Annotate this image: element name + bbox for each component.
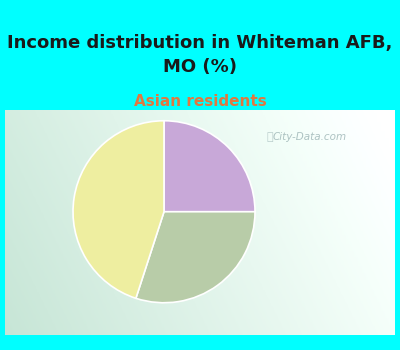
Wedge shape [164, 121, 255, 212]
Text: ⦿: ⦿ [267, 132, 274, 142]
Text: $100k: $100k [208, 148, 338, 161]
Text: Asian residents: Asian residents [134, 94, 266, 110]
Text: City-Data.com: City-Data.com [272, 132, 346, 142]
Text: $20k: $20k [208, 262, 289, 318]
Text: Income distribution in Whiteman AFB,
MO (%): Income distribution in Whiteman AFB, MO … [7, 34, 393, 76]
Text: $75k: $75k [10, 196, 98, 219]
Wedge shape [136, 212, 255, 303]
Wedge shape [73, 121, 164, 298]
